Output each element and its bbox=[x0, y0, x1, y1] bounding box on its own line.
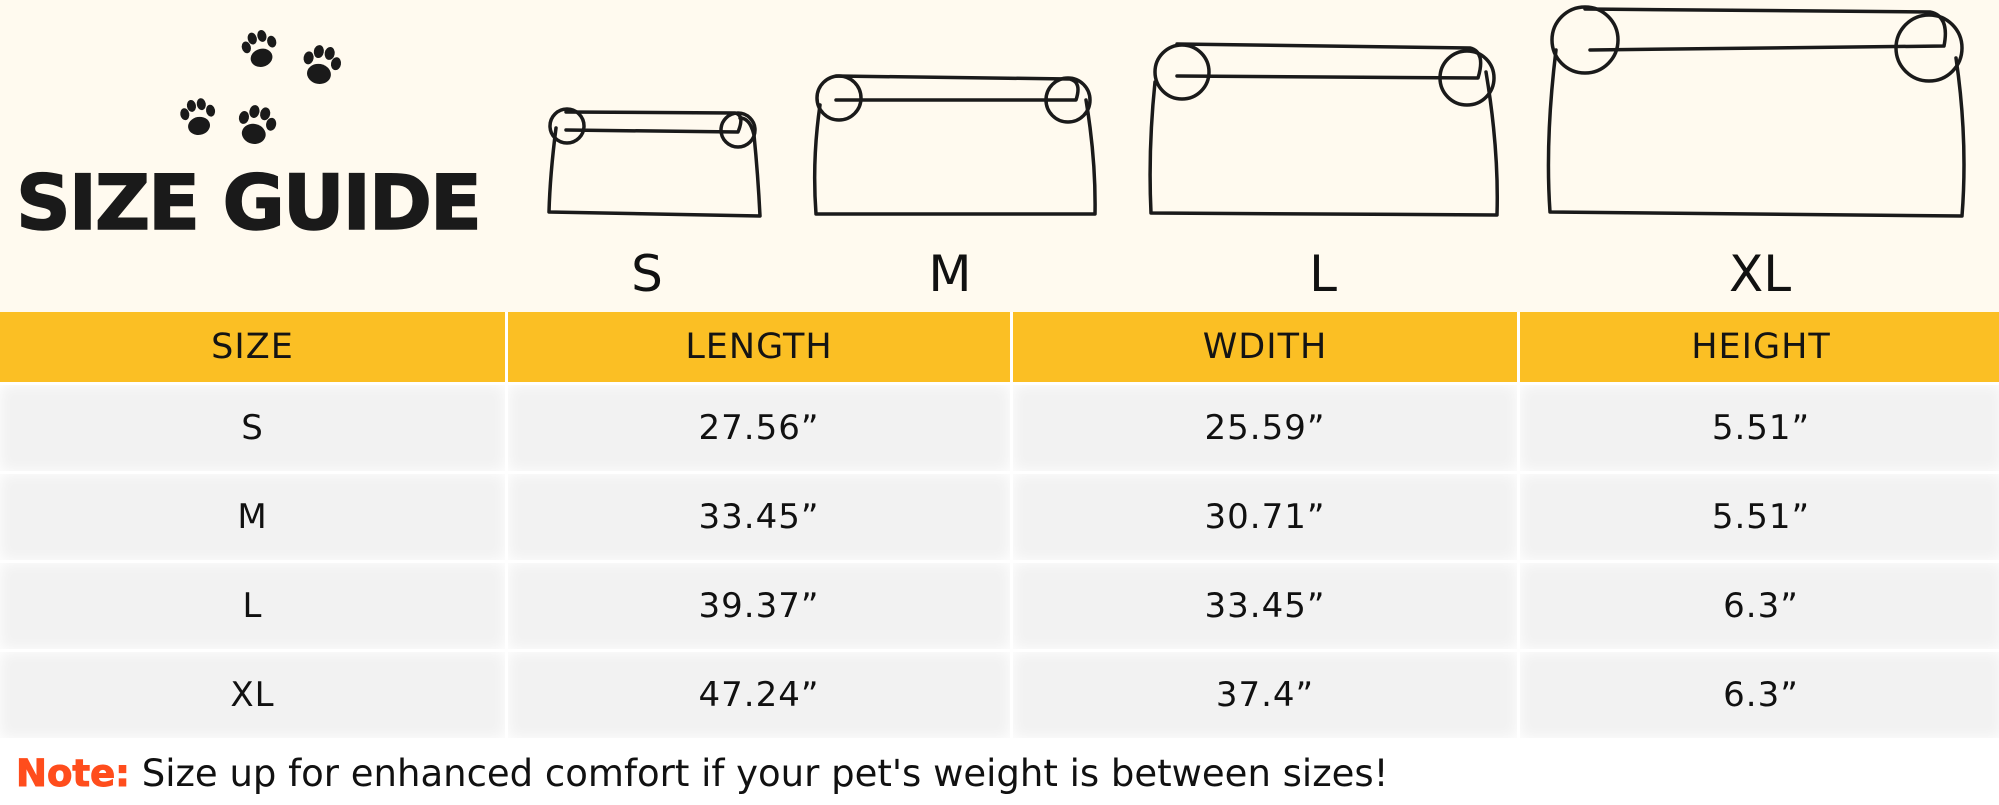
note-text: Size up for enhanced comfort if your pet… bbox=[129, 752, 1389, 795]
note-label: Note: bbox=[16, 752, 131, 796]
header-height: HEIGHT bbox=[1520, 312, 1999, 382]
cell-height: 6.3” bbox=[1520, 563, 1999, 649]
cell-length: 33.45” bbox=[508, 474, 1010, 560]
cell-width: 25.59” bbox=[1013, 385, 1517, 471]
header-width: WDITH bbox=[1013, 312, 1517, 382]
header-length: LENGTH bbox=[508, 312, 1010, 382]
bed-l-illustration bbox=[1148, 42, 1499, 217]
cell-size: S bbox=[0, 385, 505, 471]
paw-prints-icon bbox=[160, 20, 360, 160]
table-row: XL 47.24” 37.4” 6.3” bbox=[0, 652, 1999, 738]
table-row: L 39.37” 33.45” 6.3” bbox=[0, 563, 1999, 649]
header-size: SIZE bbox=[0, 312, 505, 382]
cell-height: 5.51” bbox=[1520, 474, 1999, 560]
table-header-row: SIZE LENGTH WDITH HEIGHT bbox=[0, 312, 1999, 382]
cell-size: M bbox=[0, 474, 505, 560]
bed-illustrations bbox=[0, 0, 1999, 312]
cell-width: 33.45” bbox=[1013, 563, 1517, 649]
size-note: Note: Size up for enhanced comfort if yo… bbox=[16, 748, 1389, 800]
table-row: M 33.45” 30.71” 5.51” bbox=[0, 474, 1999, 560]
table-row: S 27.56” 25.59” 5.51” bbox=[0, 385, 1999, 471]
bed-label-l: L bbox=[1309, 245, 1337, 303]
bed-m-illustration bbox=[812, 74, 1097, 216]
cell-width: 37.4” bbox=[1013, 652, 1517, 738]
cell-width: 30.71” bbox=[1013, 474, 1517, 560]
bed-label-m: M bbox=[928, 245, 972, 303]
cell-length: 39.37” bbox=[508, 563, 1010, 649]
bed-label-xl: XL bbox=[1728, 245, 1792, 303]
bed-label-s: S bbox=[631, 245, 663, 303]
size-table: SIZE LENGTH WDITH HEIGHT S 27.56” 25.59”… bbox=[0, 312, 1999, 738]
bed-xl-illustration bbox=[1546, 5, 1966, 218]
page-title: SIZE GUIDE bbox=[15, 157, 482, 248]
cell-length: 47.24” bbox=[508, 652, 1010, 738]
cell-height: 5.51” bbox=[1520, 385, 1999, 471]
bed-s-illustration bbox=[547, 107, 762, 218]
cell-size: XL bbox=[0, 652, 505, 738]
cell-height: 6.3” bbox=[1520, 652, 1999, 738]
cell-size: L bbox=[0, 563, 505, 649]
cell-length: 27.56” bbox=[508, 385, 1010, 471]
